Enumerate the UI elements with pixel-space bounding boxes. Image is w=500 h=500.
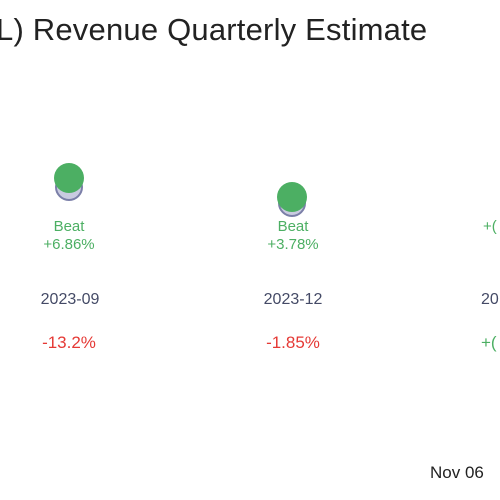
footer-date: Nov 06 bbox=[430, 463, 484, 482]
period-label: 2023-09 bbox=[40, 291, 100, 308]
growth-value: -13.2% bbox=[42, 333, 96, 352]
result-label: Beat +3.78% bbox=[233, 218, 353, 254]
actual-marker bbox=[54, 163, 84, 193]
surprise-percent: +6.86% bbox=[43, 236, 95, 253]
result-status: Beat bbox=[53, 218, 85, 235]
surprise-percent: +( bbox=[483, 218, 497, 235]
period-label: 2023-12 bbox=[263, 291, 323, 308]
surprise-percent: +3.78% bbox=[267, 236, 319, 253]
data-point-group bbox=[273, 180, 313, 224]
period-label: 20 bbox=[481, 291, 499, 308]
result-status: Beat bbox=[277, 218, 309, 235]
data-point-group bbox=[50, 160, 90, 204]
growth-value: +( bbox=[481, 333, 497, 352]
growth-value: -1.85% bbox=[266, 333, 320, 352]
actual-marker bbox=[277, 182, 307, 212]
result-label: +( bbox=[483, 218, 500, 236]
chart-title: L) Revenue Quarterly Estimate bbox=[0, 12, 428, 47]
result-label: Beat +6.86% bbox=[9, 218, 129, 254]
